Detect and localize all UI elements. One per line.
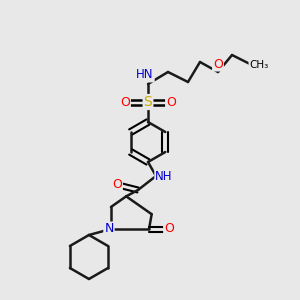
Text: N: N <box>104 223 114 236</box>
Text: O: O <box>164 223 174 236</box>
Text: O: O <box>213 58 223 70</box>
Text: NH: NH <box>155 169 173 182</box>
Text: HN: HN <box>136 68 154 82</box>
Text: O: O <box>112 178 122 190</box>
Text: O: O <box>166 95 176 109</box>
Text: O: O <box>120 95 130 109</box>
Text: S: S <box>144 95 152 109</box>
Text: CH₃: CH₃ <box>249 60 268 70</box>
